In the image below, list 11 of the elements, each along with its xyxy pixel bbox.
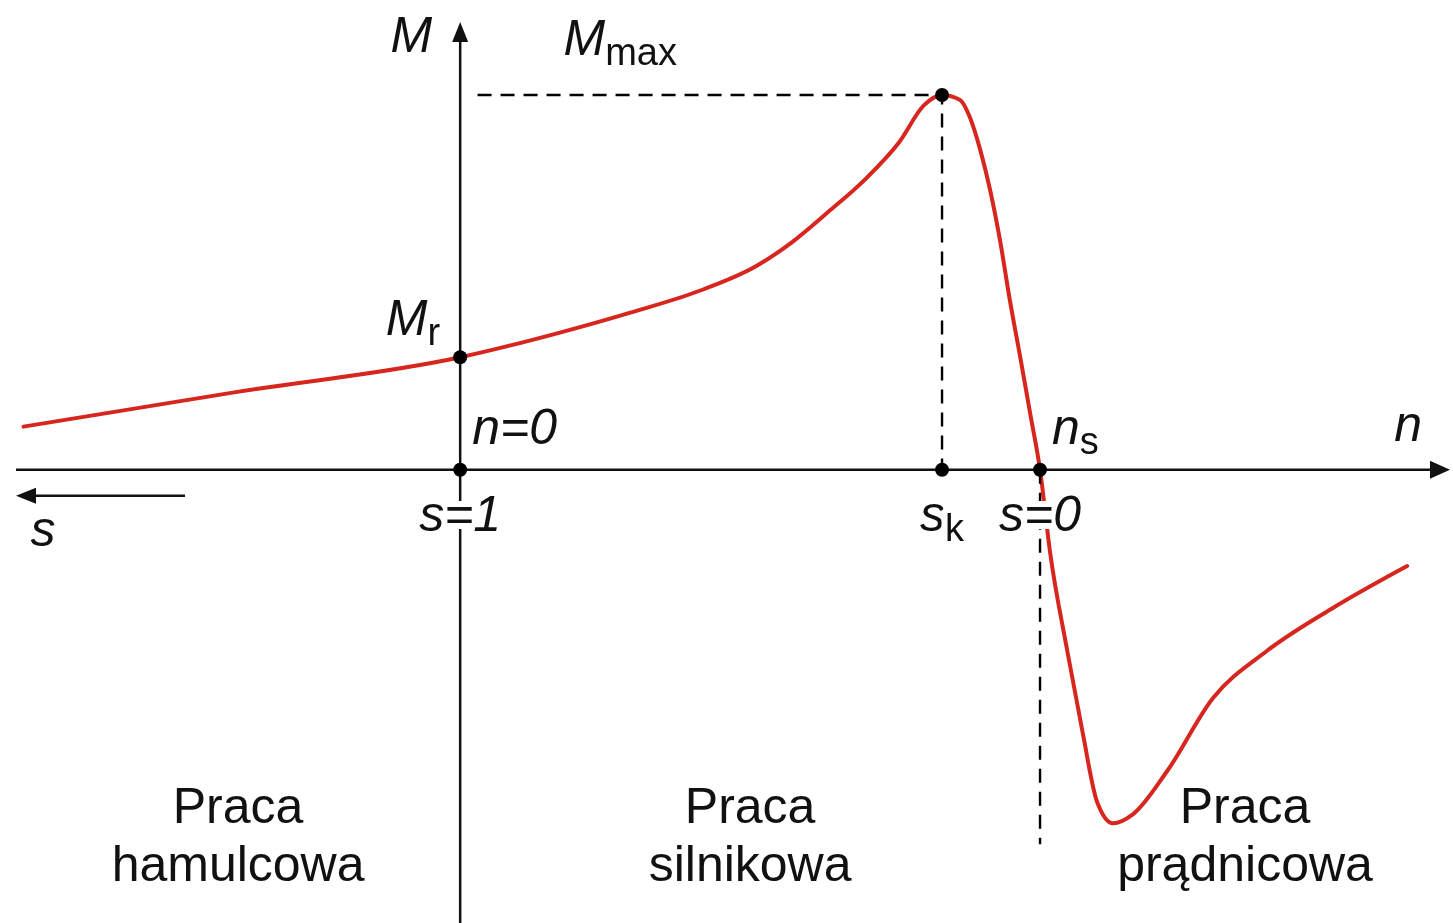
annotation: Praca prądnicowa — [1117, 778, 1374, 892]
annotation: Praca hamulcowa — [111, 778, 365, 892]
y-axis-title: M — [390, 7, 433, 63]
annotation: n=0 — [472, 398, 558, 455]
x-axis-title: s — [30, 500, 56, 557]
x-tick-label: s$_{k}$ — [920, 485, 966, 549]
annotation: M$_{r}$ — [385, 290, 441, 354]
annotation: M$_{max}$ — [563, 10, 677, 74]
annotation: n — [1394, 395, 1422, 452]
annotation: n$_{s}$ — [1052, 398, 1099, 462]
annotation: Praca silnikowa — [648, 778, 852, 892]
